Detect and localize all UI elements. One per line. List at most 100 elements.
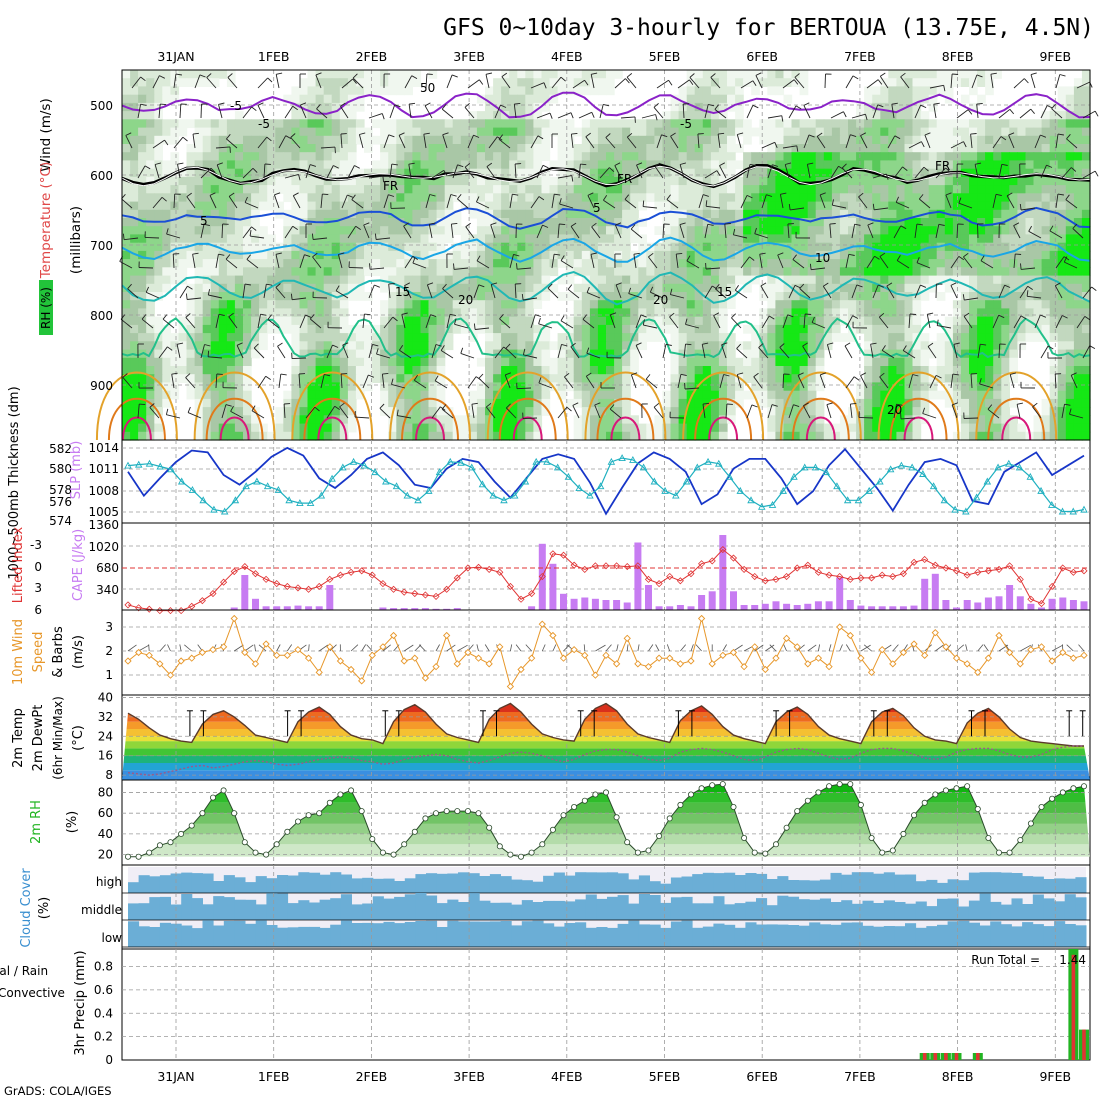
rh-cell xyxy=(525,415,534,425)
rh-cell xyxy=(202,415,212,425)
rh-cell xyxy=(1065,283,1075,293)
wind-barb xyxy=(376,353,391,359)
rh-cell xyxy=(799,259,809,268)
rh-cell xyxy=(557,201,567,211)
rh-cell xyxy=(1081,127,1091,137)
rh-cell xyxy=(509,160,518,170)
rh-cell xyxy=(154,324,163,334)
rh-cell xyxy=(597,275,607,285)
rh-cell xyxy=(218,292,228,301)
rh-cell xyxy=(614,144,623,153)
rh-cell xyxy=(1041,300,1051,309)
rh-cell xyxy=(888,127,897,137)
rh-cell xyxy=(767,292,776,301)
rh-cell xyxy=(993,300,1002,309)
rh-cell xyxy=(226,308,236,318)
wind-barb-flag xyxy=(424,102,431,107)
wind-barb xyxy=(292,297,307,301)
rh-cell xyxy=(670,324,680,334)
rh-cell xyxy=(1009,374,1018,383)
rh-cell xyxy=(251,324,260,334)
wind-barb-flag xyxy=(369,263,371,270)
rh-cell xyxy=(630,275,639,285)
rh-cell xyxy=(993,398,1002,408)
rh-cell xyxy=(533,431,543,441)
rh-cell xyxy=(428,308,438,318)
rh-cell xyxy=(848,185,857,194)
rh-cell xyxy=(428,176,438,186)
rh-cell xyxy=(525,176,534,186)
wind-barb-flag xyxy=(177,162,184,165)
rh-cell xyxy=(735,259,744,268)
rh-cell xyxy=(1065,357,1075,367)
rh-cell xyxy=(315,415,325,425)
rh-cell xyxy=(146,366,155,375)
rh-cell xyxy=(412,415,422,425)
rh-cell xyxy=(1065,226,1075,235)
rh-cell xyxy=(420,316,430,326)
rh-cell xyxy=(1033,185,1043,194)
rh-cell xyxy=(202,366,212,375)
wind-barb xyxy=(391,383,406,389)
rh-cell xyxy=(606,127,615,137)
wind-barb xyxy=(171,374,175,389)
rh-cell xyxy=(1009,218,1018,227)
rh-cell xyxy=(162,341,171,351)
rh-cell xyxy=(412,324,422,334)
rh-cell xyxy=(130,102,139,112)
wind-barb-flag xyxy=(351,194,356,200)
rh-cell xyxy=(267,308,276,318)
rh-cell xyxy=(1009,341,1018,351)
rh-cell xyxy=(218,193,228,203)
rh-cell xyxy=(307,374,317,383)
rh-cell xyxy=(985,390,994,400)
rh-cell xyxy=(614,242,623,252)
rh-cell xyxy=(1057,242,1067,252)
rh-cell xyxy=(259,316,268,326)
rh-cell xyxy=(291,242,301,252)
rh-cell xyxy=(702,70,712,79)
rh-cell xyxy=(339,234,349,244)
rh-cell xyxy=(912,324,922,334)
rh-cell xyxy=(710,86,720,96)
rh-cell xyxy=(977,160,986,170)
rh-cell xyxy=(493,431,502,441)
rh-cell xyxy=(1065,415,1075,425)
rh-cell xyxy=(194,283,204,293)
rh-cell xyxy=(1041,333,1051,342)
rh-cell xyxy=(1065,308,1075,318)
rh-cell xyxy=(702,267,712,277)
rh-cell xyxy=(848,316,857,326)
rh-cell xyxy=(606,259,615,268)
rh-cell xyxy=(936,226,946,235)
rh-cell xyxy=(622,349,631,359)
rh-cell xyxy=(404,308,413,318)
rh-cell xyxy=(154,431,163,441)
rh-cell xyxy=(186,201,196,211)
rh-cell xyxy=(396,242,405,252)
date-label-bottom: 4FEB xyxy=(551,1069,583,1084)
rh-cell xyxy=(815,431,825,441)
rh-cell xyxy=(904,407,914,416)
rh-cell xyxy=(646,176,655,186)
rh-cell xyxy=(767,242,776,252)
rh-cell xyxy=(557,259,567,268)
rh-cell xyxy=(807,144,817,153)
rh-cell xyxy=(597,127,607,137)
rh-cell xyxy=(960,267,970,277)
rh-cell xyxy=(396,234,405,244)
rh-cell xyxy=(735,78,744,87)
rh-cell xyxy=(670,308,680,318)
rh-cell xyxy=(662,176,672,186)
rh-cell xyxy=(251,127,260,137)
rh-cell xyxy=(468,242,478,252)
rh-cell xyxy=(1081,415,1091,425)
rh-cell xyxy=(670,407,680,416)
rh-cell xyxy=(767,333,776,342)
rh-cell xyxy=(807,407,817,416)
rh-cell xyxy=(234,423,244,433)
rh-cell xyxy=(904,366,914,375)
rh-cell xyxy=(815,407,825,416)
rh-cell xyxy=(517,135,526,145)
rh-cell xyxy=(985,70,994,79)
